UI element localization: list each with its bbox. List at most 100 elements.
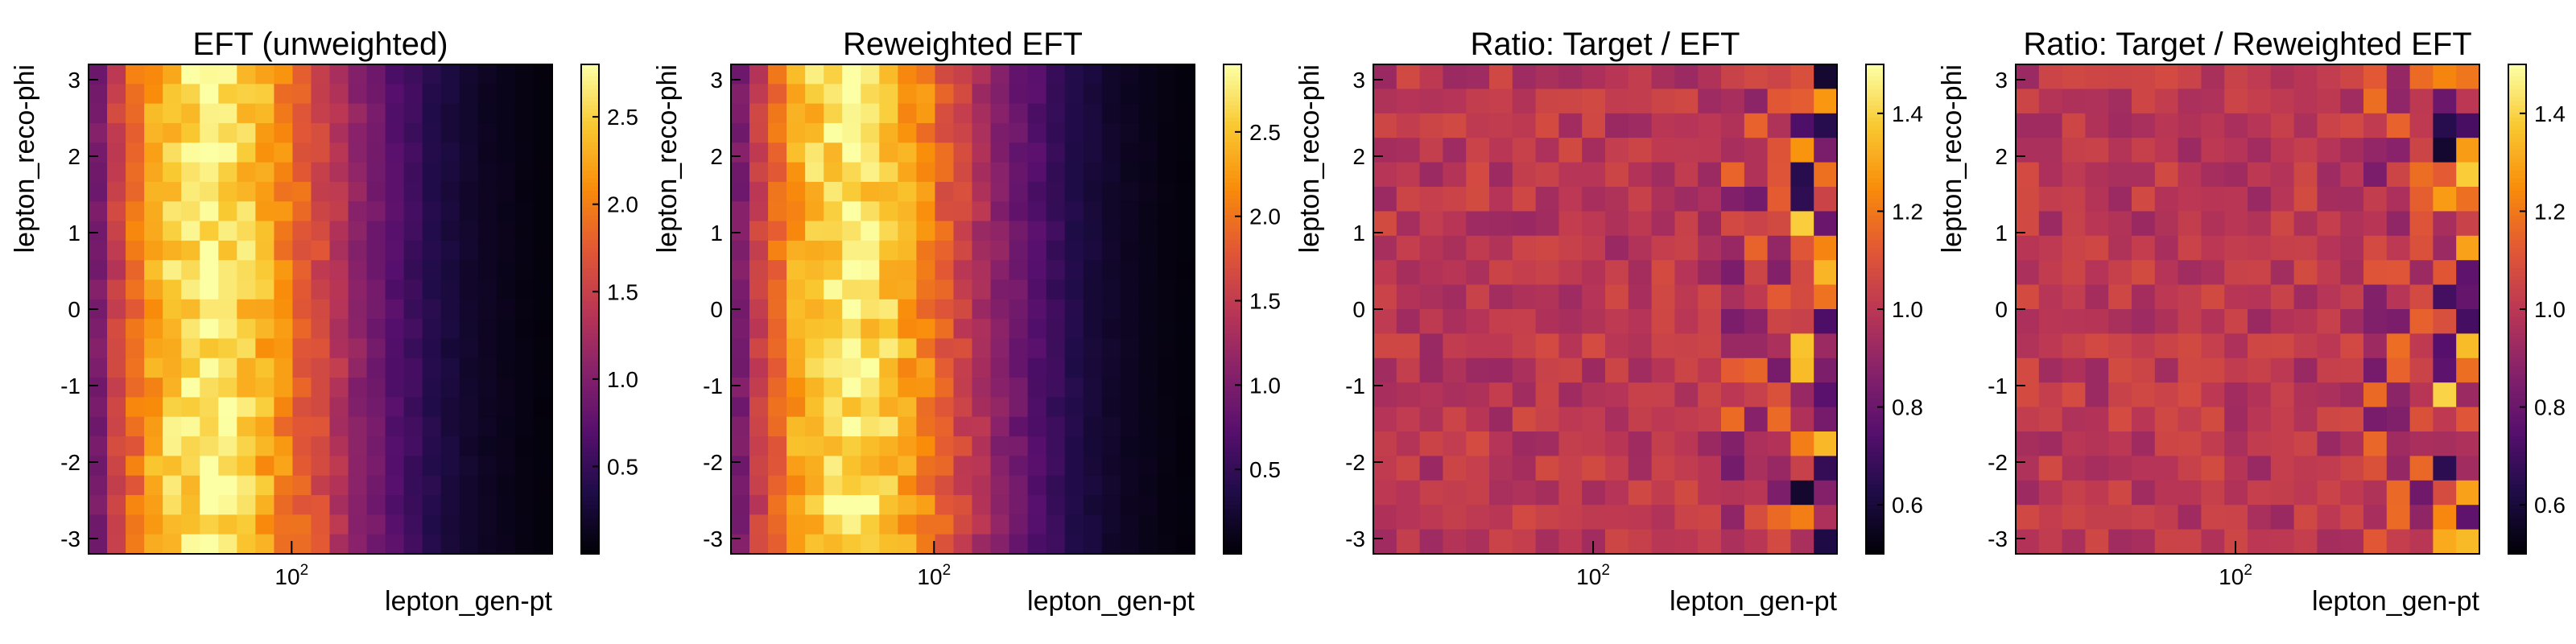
heatmap-cell (1814, 357, 1838, 383)
heatmap-cell (1466, 113, 1490, 138)
heatmap-cell (1721, 505, 1745, 530)
heatmap-cell (2248, 187, 2272, 212)
heatmap-cell (2293, 89, 2318, 114)
heatmap-cell (916, 534, 935, 555)
heatmap-cell (824, 240, 843, 261)
heatmap-cell (1605, 138, 1629, 163)
heatmap-cell (163, 181, 182, 202)
heatmap-cell (2108, 407, 2132, 432)
heatmap-cell (181, 103, 200, 124)
colorbar-segment (2508, 436, 2526, 440)
heatmap-cell (2340, 480, 2364, 506)
heatmap-cell (181, 162, 200, 183)
heatmap-cell (2085, 357, 2109, 383)
heatmap-cell (2178, 113, 2202, 138)
heatmap-cell (2201, 431, 2225, 456)
heatmap-cell (2154, 333, 2179, 359)
heatmap-cell (292, 319, 312, 339)
heatmap-cell (163, 162, 182, 183)
colorbar-segment (1866, 85, 1884, 89)
heatmap-cell (1101, 279, 1121, 300)
heatmap-cell (292, 397, 312, 418)
heatmap-cell (1101, 84, 1121, 105)
heatmap-cell (1046, 495, 1066, 515)
heatmap-cell (1651, 309, 1675, 334)
heatmap-cell (768, 357, 787, 378)
heatmap-cell (1535, 138, 1559, 163)
heatmap-cell (879, 64, 898, 85)
heatmap-cell (403, 84, 423, 105)
colorbar-segment (1866, 493, 1884, 497)
heatmap-cell (1175, 142, 1195, 163)
heatmap-cell (2433, 235, 2457, 261)
heatmap-cell (366, 357, 386, 378)
heatmap-cell (1101, 122, 1121, 143)
colorbar-segment (2508, 272, 2526, 278)
heatmap-cell (1512, 284, 1537, 310)
colorbar-segment (581, 505, 599, 510)
colorbar-segment (1224, 525, 1241, 530)
heatmap-cell (916, 456, 935, 477)
heatmap-cell (1466, 211, 1490, 237)
heatmap-cell (1157, 299, 1177, 320)
colorbar-segment (2508, 207, 2526, 212)
heatmap-cell (1535, 480, 1559, 506)
heatmap-cell (1651, 187, 1675, 212)
colorbar-segment (1224, 390, 1241, 395)
heatmap-cell (2363, 456, 2388, 481)
heatmap-cell (768, 142, 787, 163)
heatmap-cell (935, 84, 954, 105)
heatmap-cell (1744, 138, 1769, 163)
heatmap-cell (1558, 113, 1583, 138)
heatmap-cell (1083, 514, 1103, 535)
heatmap-cell (2386, 211, 2411, 237)
heatmap-cell (2085, 431, 2109, 456)
heatmap-cell (2317, 456, 2341, 481)
heatmap-cell (1046, 338, 1066, 359)
heatmap-cell (2317, 407, 2341, 432)
heatmap-cell (237, 122, 256, 143)
heatmap-cell (2224, 211, 2248, 237)
heatmap-cell (1628, 309, 1653, 334)
heatmap-cell (786, 84, 806, 105)
heatmap-cell (2386, 456, 2411, 481)
heatmap-cell (533, 475, 553, 496)
heatmap-cell (514, 221, 535, 242)
heatmap-cell (1628, 284, 1653, 310)
heatmap-cell (786, 299, 806, 320)
heatmap-cell (163, 279, 182, 300)
heatmap-cell (2433, 456, 2457, 481)
heatmap-cell (348, 378, 368, 398)
heatmap-cell (459, 299, 479, 320)
heatmap-cell (861, 64, 880, 85)
heatmap-cell (126, 534, 145, 555)
colorbar-segment (1866, 134, 1884, 138)
heatmap-cell (861, 534, 880, 555)
heatmap-cell (422, 103, 442, 124)
heatmap-cell (1157, 456, 1177, 477)
heatmap-cell (2248, 284, 2272, 310)
heatmap-cell (237, 378, 256, 398)
heatmap-cell (1009, 378, 1029, 398)
heatmap-cell (200, 378, 219, 398)
heatmap-cell (1120, 240, 1140, 261)
heatmap-cell (1027, 279, 1047, 300)
heatmap-cell (237, 357, 256, 378)
colorbar-segment (2508, 521, 2526, 526)
heatmap-cell (805, 319, 824, 339)
heatmap-cell (1744, 529, 1769, 555)
heatmap-cell (348, 319, 368, 339)
heatmap-cell (403, 221, 423, 242)
heatmap-cell (1558, 480, 1583, 506)
colorbar-segment (1224, 533, 1241, 539)
colorbar-segment (1866, 68, 1884, 73)
heatmap-cell (329, 279, 349, 300)
heatmap-cell (1582, 309, 1606, 334)
heatmap-cell (1674, 211, 1699, 237)
colorbar-tick-label: 1.5 (1249, 289, 1281, 314)
heatmap-cell (200, 260, 219, 281)
colorbar-segment (1866, 341, 1884, 347)
heatmap-cell (1721, 187, 1745, 212)
heatmap-cell (422, 378, 442, 398)
colorbar-segment (581, 374, 599, 379)
